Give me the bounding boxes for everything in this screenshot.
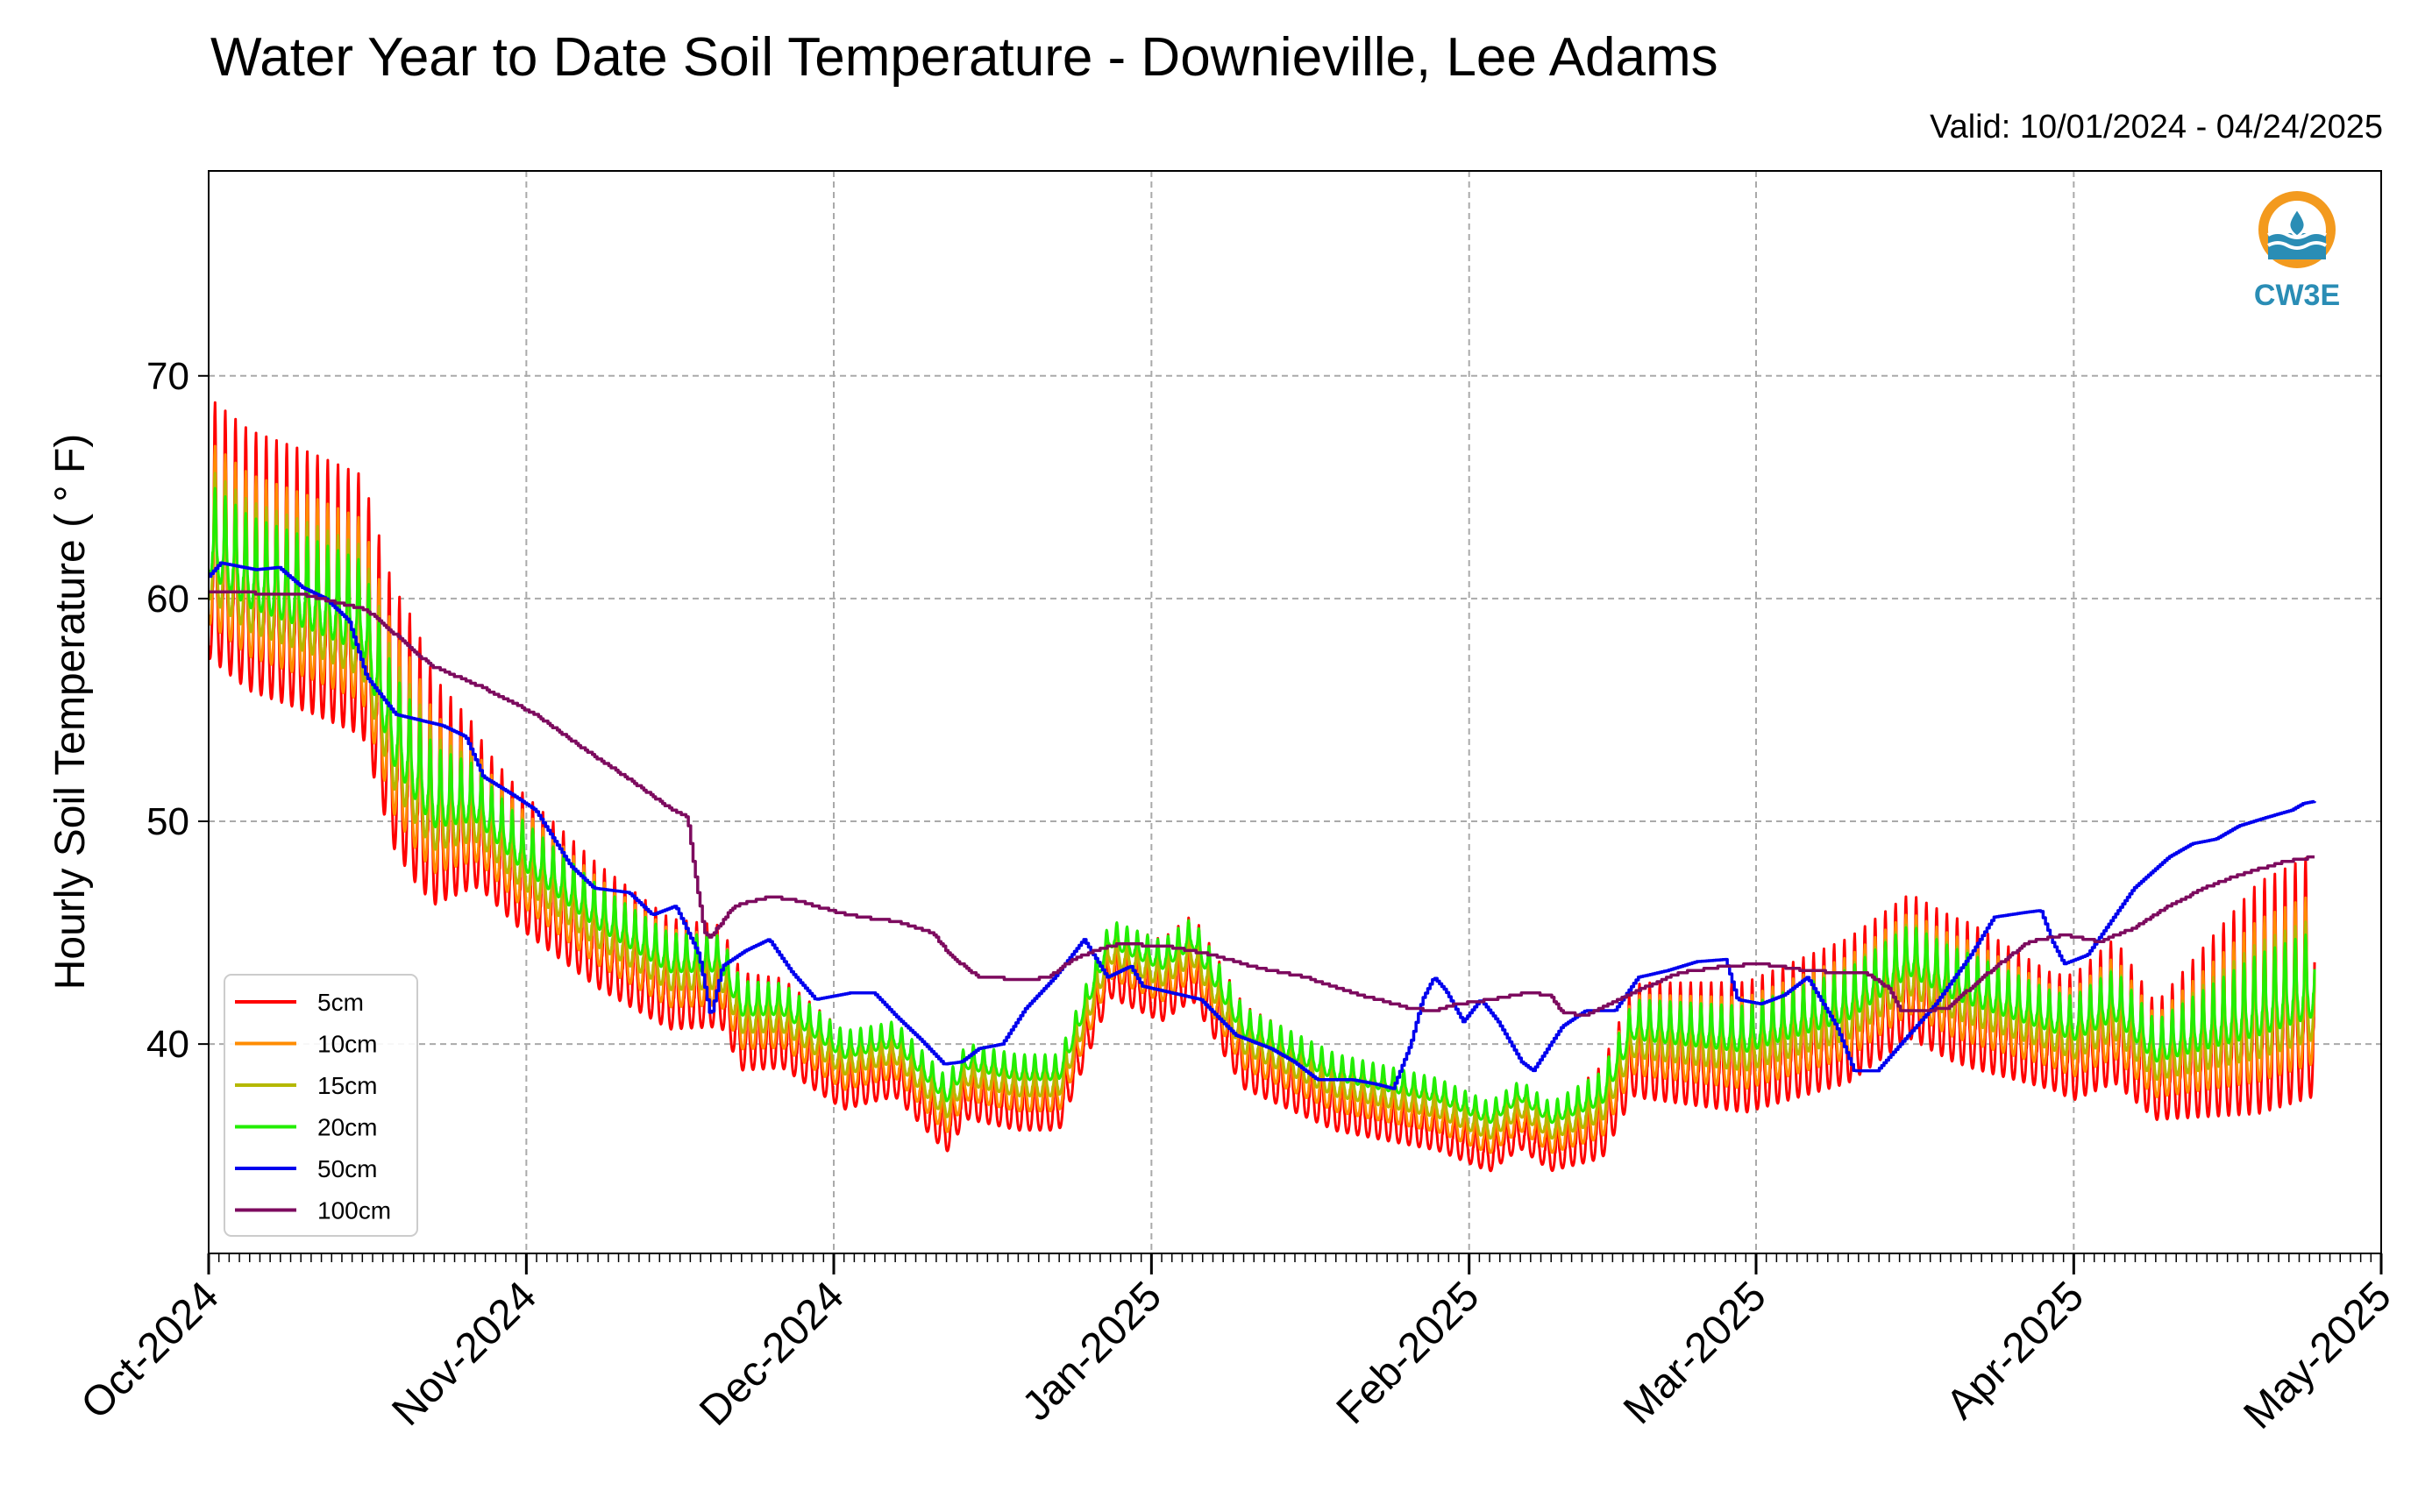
y-tick-label: 70 — [146, 355, 189, 398]
x-tick-label: Dec-2024 — [691, 1273, 853, 1435]
series-line-15cm — [209, 472, 2316, 1140]
legend-label: 5cm — [317, 989, 364, 1016]
x-tick-label: Apr-2025 — [1938, 1273, 2093, 1428]
series-line-20cm — [209, 486, 2316, 1125]
y-tick-label: 60 — [146, 578, 189, 621]
logo-text: CW3E — [2254, 279, 2340, 312]
grid-lines — [209, 171, 2381, 1253]
x-tick-label: Oct-2024 — [73, 1273, 228, 1428]
legend-items: 5cm 10cm 15cm 20cm 50cm 100cm — [235, 989, 391, 1225]
y-tick-label: 50 — [146, 800, 189, 843]
x-tick-label: Nov-2024 — [383, 1273, 545, 1435]
y-tick-label: 40 — [146, 1023, 189, 1066]
x-tick-label: Jan-2025 — [1013, 1273, 1170, 1430]
series-line-100cm — [209, 590, 2315, 1017]
x-tick-label: Feb-2025 — [1328, 1273, 1489, 1433]
legend-box — [224, 974, 418, 1237]
legend-label: 20cm — [317, 1114, 377, 1141]
legend-label: 50cm — [317, 1155, 377, 1182]
valid-date-range: Valid: 10/01/2024 - 04/24/2025 — [1930, 109, 2383, 146]
series-lines — [209, 401, 2316, 1173]
legend: 5cm 10cm 15cm 20cm 50cm 100cm — [224, 974, 418, 1237]
legend-label: 15cm — [317, 1072, 377, 1099]
x-tick-label: Mar-2025 — [1615, 1273, 1775, 1433]
legend-label: 10cm — [317, 1031, 377, 1058]
x-tick-label: May-2025 — [2235, 1273, 2400, 1437]
cw3e-logo: CW3E — [2254, 191, 2340, 312]
chart-title: Water Year to Date Soil Temperature - Do… — [210, 27, 1718, 88]
y-axis-label: Hourly Soil Temperature ( ° F) — [47, 434, 94, 990]
axes: 40 50 60 70 Oct-2024 Nov-2024 Dec-2024 Jan-2025… — [73, 355, 2400, 1438]
series-line-50cm — [209, 561, 2316, 1090]
legend-label: 100cm — [317, 1197, 391, 1225]
